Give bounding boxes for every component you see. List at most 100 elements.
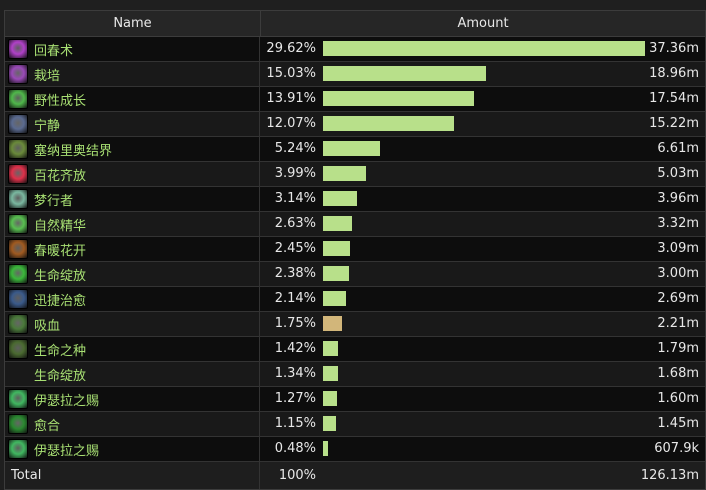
amount-cell: 2.14% 2.69m [260, 287, 705, 311]
amount-cell: 2.63% 3.32m [260, 212, 705, 236]
amount-bar [323, 291, 347, 306]
table-row[interactable]: 伊瑟拉之赐 1.27% 1.60m [5, 387, 705, 412]
spell-cell: 回春术 [5, 37, 260, 61]
amount-cell: 2.38% 3.00m [260, 262, 705, 286]
amount-value: 15.22m [649, 116, 699, 131]
spell-name: 愈合 [34, 418, 61, 434]
spell-cell: 自然精华 [5, 212, 260, 236]
table-row[interactable]: 塞纳里奥结界 5.24% 6.61m [5, 137, 705, 162]
table-row[interactable]: 梦行者 3.14% 3.96m [5, 187, 705, 212]
spell-cell: 栽培 [5, 62, 260, 86]
table-row[interactable]: 生命绽放 2.38% 3.00m [5, 262, 705, 287]
healing-breakdown-table: Name Amount 回春术 29.62% 37.36m 栽培 15.03% 18.96… [4, 10, 706, 490]
spell-name: 生命之种 [34, 343, 87, 359]
table-body: 回春术 29.62% 37.36m 栽培 15.03% 18.96m 野性成长 13.91% 1… [5, 37, 705, 462]
spell-name: 自然精华 [34, 218, 87, 234]
amount-cell: 29.62% 37.36m [260, 37, 705, 61]
amount-cell: 0.48% 607.9k [260, 437, 705, 461]
amount-value: 3.00m [657, 266, 699, 281]
bar-track [323, 91, 645, 106]
amount-bar [323, 366, 338, 381]
bar-track [323, 216, 645, 231]
table-row[interactable]: 迅捷治愈 2.14% 2.69m [5, 287, 705, 312]
spell-name: 栽培 [34, 68, 61, 84]
amount-value: 607.9k [654, 441, 699, 456]
percent-label: 1.27% [274, 391, 316, 406]
spell-cell: 宁静 [5, 112, 260, 136]
amount-cell: 5.24% 6.61m [260, 137, 705, 161]
spell-name: 迅捷治愈 [34, 293, 87, 309]
bar-track [323, 141, 645, 156]
spell-cell: 生命绽放 [5, 362, 260, 386]
amount-bar [323, 391, 337, 406]
table-row[interactable]: 生命之种 1.42% 1.79m [5, 337, 705, 362]
amount-value: 17.54m [649, 91, 699, 106]
bar-track [323, 391, 645, 406]
table-row[interactable]: 宁静 12.07% 15.22m [5, 112, 705, 137]
spell-cell: 梦行者 [5, 187, 260, 211]
total-row: Total 100% 126.13m [5, 462, 705, 489]
spell-name: 野性成长 [34, 93, 87, 109]
amount-cell: 2.45% 3.09m [260, 237, 705, 261]
amount-bar [323, 66, 487, 81]
tranquility-icon [8, 114, 28, 134]
bar-track [323, 166, 645, 181]
amount-cell: 1.42% 1.79m [260, 337, 705, 361]
amount-cell: 1.34% 1.68m [260, 362, 705, 386]
table-row[interactable]: 愈合 1.15% 1.45m [5, 412, 705, 437]
amount-cell: 1.27% 1.60m [260, 387, 705, 411]
table-header: Name Amount [5, 11, 705, 37]
amount-cell: 3.14% 3.96m [260, 187, 705, 211]
total-value: 126.13m [640, 468, 699, 483]
table-row[interactable]: 自然精华 2.63% 3.32m [5, 212, 705, 237]
column-header-amount[interactable]: Amount [457, 16, 509, 31]
amount-value: 3.96m [657, 191, 699, 206]
wild-growth-icon [8, 89, 28, 109]
spell-name: 百花齐放 [34, 168, 87, 184]
amount-cell: 3.99% 5.03m [260, 162, 705, 186]
percent-label: 29.62% [266, 41, 316, 56]
amount-value: 5.03m [657, 166, 699, 181]
table-row[interactable]: 伊瑟拉之赐 0.48% 607.9k [5, 437, 705, 462]
ysera-gift-icon [8, 439, 28, 459]
table-row[interactable]: 吸血 1.75% 2.21m [5, 312, 705, 337]
bar-track [323, 416, 645, 431]
table-row[interactable]: 生命绽放 1.34% 1.68m [5, 362, 705, 387]
spell-cell: 春暖花开 [5, 237, 260, 261]
bar-track [323, 291, 645, 306]
amount-bar [323, 141, 380, 156]
percent-label: 12.07% [266, 116, 316, 131]
spell-cell: 伊瑟拉之赐 [5, 437, 260, 461]
column-header-name[interactable]: Name [5, 11, 261, 36]
amount-bar [323, 316, 343, 331]
table-row[interactable]: 回春术 29.62% 37.36m [5, 37, 705, 62]
swiftmend-icon [8, 289, 28, 309]
table-row[interactable]: 春暖花开 2.45% 3.09m [5, 237, 705, 262]
table-row[interactable]: 野性成长 13.91% 17.54m [5, 87, 705, 112]
table-row[interactable]: 栽培 15.03% 18.96m [5, 62, 705, 87]
amount-bar [323, 441, 329, 456]
bar-track [323, 441, 645, 456]
living-seed-icon [8, 339, 28, 359]
amount-bar [323, 341, 339, 356]
percent-label: 2.14% [274, 291, 316, 306]
ysera-gift-icon [8, 389, 28, 409]
bar-track [323, 241, 645, 256]
amount-bar [323, 91, 475, 106]
spell-name: 塞纳里奥结界 [34, 143, 113, 159]
spell-name: 梦行者 [34, 193, 74, 209]
table-row[interactable]: 百花齐放 3.99% 5.03m [5, 162, 705, 187]
percent-label: 15.03% [266, 66, 316, 81]
bar-track [323, 41, 645, 56]
percent-label: 2.38% [274, 266, 316, 281]
bar-track [323, 366, 645, 381]
spring-blossoms-icon [8, 239, 28, 259]
bar-track [323, 341, 645, 356]
percent-label: 2.45% [274, 241, 316, 256]
amount-bar [323, 241, 350, 256]
amount-value: 1.45m [657, 416, 699, 431]
amount-cell: 12.07% 15.22m [260, 112, 705, 136]
spell-cell: 伊瑟拉之赐 [5, 387, 260, 411]
total-percent: 100% [278, 468, 316, 483]
percent-label: 1.42% [274, 341, 316, 356]
